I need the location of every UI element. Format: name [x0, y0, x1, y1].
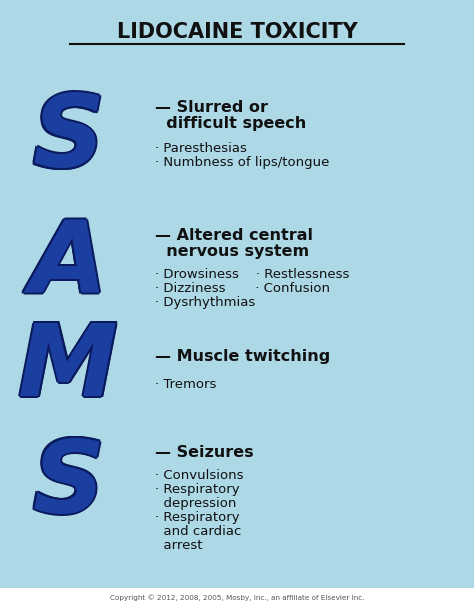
Text: · Respiratory: · Respiratory [155, 483, 240, 496]
Text: and cardiac: and cardiac [155, 525, 241, 538]
Text: depression: depression [155, 497, 237, 510]
Text: M: M [18, 317, 118, 415]
Text: A: A [29, 218, 107, 316]
Text: M: M [20, 318, 119, 415]
Text: S: S [34, 437, 106, 533]
Bar [0, 588, 474, 608]
Text: M: M [18, 322, 118, 418]
Text: S: S [30, 93, 102, 190]
Text: S: S [32, 94, 104, 190]
Text: · Dysrhythmias: · Dysrhythmias [155, 296, 255, 309]
Text: · Paresthesias: · Paresthesias [155, 142, 247, 155]
Text: S: S [34, 91, 106, 188]
Text: S: S [32, 437, 104, 533]
Text: nervous system: nervous system [155, 244, 309, 258]
Text: S: S [30, 437, 102, 533]
Text: S: S [30, 91, 102, 188]
Text: · Respiratory: · Respiratory [155, 511, 240, 524]
Text: A: A [31, 215, 108, 312]
Text: S: S [32, 438, 104, 536]
Text: LIDOCAINE TOXICITY: LIDOCAINE TOXICITY [117, 22, 357, 42]
Text: — Seizures: — Seizures [155, 445, 254, 460]
Text: A: A [31, 218, 108, 315]
Text: — Slurred or: — Slurred or [155, 100, 268, 115]
Text: · Convulsions: · Convulsions [155, 469, 244, 482]
Text: S: S [32, 89, 104, 187]
Text: M: M [20, 321, 119, 418]
Text: A: A [31, 216, 109, 314]
Text: S: S [32, 91, 104, 188]
Text: A: A [27, 216, 105, 314]
Text: difficult speech: difficult speech [155, 116, 306, 131]
Text: S: S [34, 90, 106, 187]
Text: · Dizziness       · Confusion: · Dizziness · Confusion [155, 282, 330, 295]
Text: S: S [30, 90, 102, 187]
Text: S: S [32, 435, 104, 531]
Text: — Altered central: — Altered central [155, 228, 313, 243]
Text: S: S [34, 435, 106, 532]
Text: · Drowsiness    · Restlessness: · Drowsiness · Restlessness [155, 268, 349, 281]
Text: Copyright © 2012, 2008, 2005, Mosby, Inc., an affiliate of Elsevier Inc.: Copyright © 2012, 2008, 2005, Mosby, Inc… [110, 595, 364, 601]
Text: S: S [34, 93, 106, 190]
Text: S: S [30, 435, 102, 532]
Text: M: M [17, 321, 116, 418]
Text: S: S [34, 438, 106, 535]
Text: A: A [28, 218, 105, 315]
Text: A: A [28, 215, 105, 312]
Text: A: A [29, 215, 107, 311]
Text: A: A [29, 216, 107, 314]
Text: — Muscle twitching: — Muscle twitching [155, 349, 330, 364]
Text: · Numbness of lips/tongue: · Numbness of lips/tongue [155, 156, 329, 169]
Text: M: M [18, 319, 118, 416]
Text: S: S [30, 438, 102, 535]
Text: · Tremors: · Tremors [155, 378, 216, 391]
Text: arrest: arrest [155, 539, 202, 552]
Text: M: M [20, 319, 120, 416]
Text: M: M [16, 319, 116, 416]
Text: M: M [17, 318, 116, 415]
